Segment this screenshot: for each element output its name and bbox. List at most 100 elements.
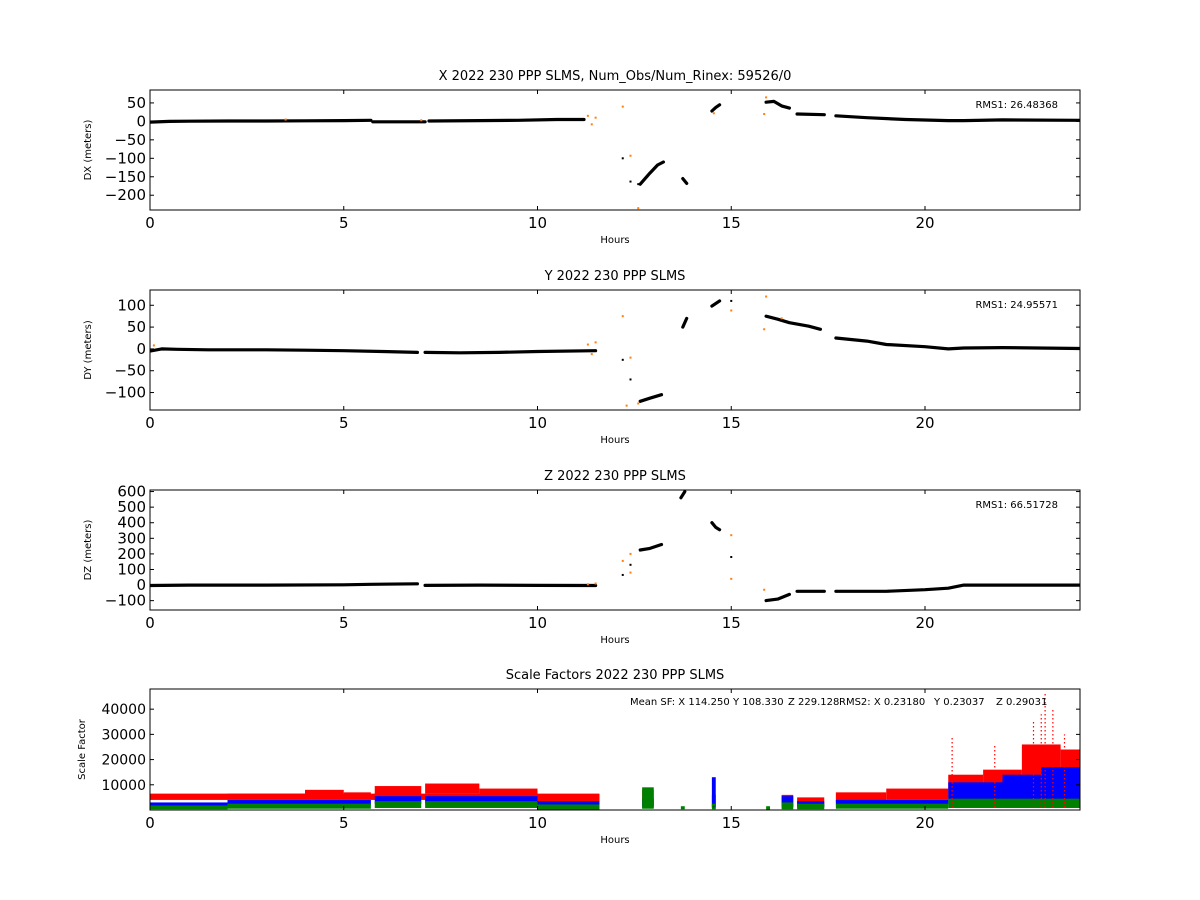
outlier-point [629, 154, 632, 157]
y-tick-label: 600 [117, 483, 146, 501]
x-tick-label: 10 [528, 414, 547, 432]
outlier-point [765, 295, 768, 298]
data-point [629, 563, 632, 566]
series-x-band [1041, 767, 1080, 800]
y-tick-label: −150 [105, 168, 146, 186]
y-axis-label: DY (meters) [83, 320, 94, 380]
series-z-band [479, 788, 538, 798]
plot-area [150, 96, 1080, 210]
series-z-band [305, 789, 344, 797]
chart-title: X 2022 230 PPP SLMS, Num_Obs/Num_Rinex: … [439, 69, 792, 84]
x-tick-label: 15 [722, 614, 741, 632]
data-segment [150, 347, 419, 354]
outlier-point [621, 559, 624, 562]
series-z-band [227, 793, 305, 799]
plot-frame [149, 289, 1081, 411]
plot-frame [149, 688, 1081, 811]
x-axis-label: Hours [600, 835, 629, 846]
plot-frame [149, 489, 1081, 611]
plot-area [150, 490, 1080, 603]
y-tick-label: 0 [136, 576, 146, 594]
series-y-band [680, 806, 685, 810]
y-tick-label: −100 [105, 592, 146, 610]
panel-2: 0 5 10 15 20 100 50 0 −50 −100 Y 2022 230 PPP SLMS… [83, 269, 1081, 446]
x-tick-label: 5 [339, 414, 349, 432]
data-segment [638, 542, 664, 552]
series-y-band [948, 798, 1003, 808]
outlier-point [730, 309, 733, 312]
data-segment [710, 521, 722, 532]
panel-4: 0 5 10 15 20 40000 30000 20000 10000 Scale Factor… [77, 668, 1081, 846]
outlier-point [152, 344, 155, 347]
data-point [621, 157, 624, 160]
y-tick-label: 300 [117, 529, 146, 547]
data-segment [764, 592, 791, 603]
sf-annotation: RMS2: X 0.23180 [839, 697, 925, 708]
chart-title: Y 2022 230 PPP SLMS [544, 269, 686, 284]
series-z-band [835, 792, 887, 803]
y-tick-label: 20000 [101, 753, 146, 769]
series-z-band [537, 794, 600, 804]
outlier-point [637, 207, 640, 210]
y-tick-label: 500 [117, 498, 146, 516]
data-segment [710, 103, 722, 113]
series-y-band [150, 805, 228, 810]
outlier-point [712, 112, 715, 115]
data-segment [764, 314, 822, 331]
x-axis-label: Hours [600, 635, 629, 646]
x-tick-label: 20 [915, 214, 934, 232]
x-tick-label: 10 [528, 814, 547, 832]
outlier-point [586, 114, 589, 117]
x-tick-label: 15 [722, 214, 741, 232]
data-segment [423, 349, 598, 355]
outlier-point [730, 577, 733, 580]
outlier-point [594, 341, 597, 344]
rms-annotation: RMS1: 24.95571 [975, 300, 1058, 311]
y-axis-label: Scale Factor [77, 718, 88, 780]
series-x-band [781, 796, 794, 808]
data-segment [638, 160, 665, 186]
x-tick-label: 20 [915, 414, 934, 432]
series-x-band [711, 777, 716, 808]
series-x-band [537, 801, 600, 808]
sf-annotation: Z 229.128 [788, 697, 839, 708]
x-tick-label: 5 [339, 814, 349, 832]
data-segment [834, 583, 1080, 593]
y-tick-label: 100 [117, 560, 146, 578]
rms-annotation: RMS1: 66.51728 [975, 500, 1058, 511]
series-y-band [766, 806, 770, 810]
x-tick-label: 20 [915, 814, 934, 832]
outlier-point [590, 123, 593, 126]
y-tick-label: −100 [105, 149, 146, 167]
data-segment [710, 299, 722, 308]
outlier-point [629, 552, 632, 555]
data-segment [679, 490, 687, 500]
data-segment [427, 117, 586, 123]
data-point [637, 183, 640, 186]
y-tick-label: 30000 [101, 727, 146, 743]
outlier-point [637, 402, 640, 405]
x-tick-label: 15 [722, 414, 741, 432]
outlier-point [763, 113, 766, 115]
x-tick-label: 5 [339, 614, 349, 632]
sf-annotation: Z 0.29031 [996, 697, 1047, 708]
series-x-band [948, 782, 1003, 804]
sf-annotation: Y 0.23037 [933, 697, 985, 708]
sf-annotation: Y 108.330 [732, 697, 784, 708]
data-segment [150, 118, 373, 124]
data-point [621, 573, 624, 576]
data-segment [681, 316, 689, 329]
series-x-band [374, 796, 422, 804]
series-z-band [886, 788, 949, 800]
x-tick-label: 0 [145, 214, 155, 232]
outlier-point [730, 534, 733, 537]
outlier-point [594, 116, 597, 119]
data-point [621, 358, 624, 361]
data-point [730, 299, 733, 302]
x-tick-label: 0 [145, 614, 155, 632]
y-tick-label: 40000 [101, 702, 146, 718]
outlier-point [765, 96, 768, 99]
outlier-point [625, 404, 628, 407]
